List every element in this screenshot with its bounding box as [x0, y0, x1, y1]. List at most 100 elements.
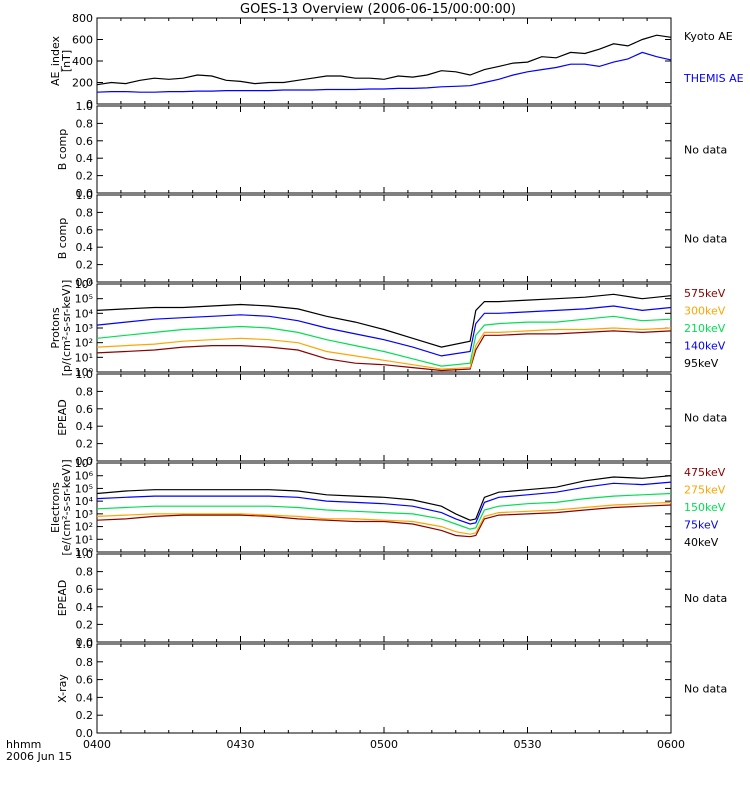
panel-bcomp1: 0.0 0.2 0.4 0.6 0.8 1.0 B comp No data — [56, 100, 727, 200]
series-line-kyoto-ae — [96, 34, 672, 86]
panel-bcomp2: 0.0 0.2 0.4 0.6 0.8 1.0 B comp No data — [56, 189, 727, 289]
y-tick-label: 0.4 — [76, 601, 94, 614]
no-data-label: No data — [684, 233, 727, 246]
y-tick-label: 0.2 — [76, 709, 94, 722]
y-tick-label: 0.8 — [76, 385, 94, 398]
y-axis-label: EPEAD — [56, 399, 69, 436]
series-line-40kev — [96, 475, 672, 521]
x-tick-label: 0430 — [227, 738, 255, 751]
y-tick-label: 0.2 — [76, 259, 94, 272]
y-tick-label: 10² — [75, 521, 93, 534]
series-line-95kev — [96, 293, 672, 348]
y-tick-label: 10⁰ — [75, 546, 94, 559]
y-tick-label: 10⁵ — [75, 482, 93, 495]
y-tick-label: 0.6 — [76, 135, 94, 148]
x-tick-label: 0530 — [514, 738, 542, 751]
y-tick-label: 0.2 — [76, 438, 94, 451]
series-line-275kev — [96, 501, 672, 535]
y-tick-label: 10⁴ — [75, 307, 94, 320]
y-axis-label: [p/(cm²-s-sr-keV)] — [60, 280, 73, 377]
x-axis-label-hhmm: hhmm — [6, 738, 41, 751]
y-tick-label: 10³ — [75, 322, 93, 335]
series-line-themis-ae — [96, 51, 672, 93]
panel-epead1: 0.0 0.2 0.4 0.6 0.8 1.0 EPEAD No data — [56, 368, 727, 468]
no-data-label: No data — [684, 144, 727, 157]
legend-label: Kyoto AE — [684, 30, 733, 43]
y-axis-label: B comp — [56, 218, 69, 260]
y-tick-label: 0.0 — [76, 636, 94, 649]
legend-label: 75keV — [684, 519, 719, 532]
y-axis-label: Protons — [49, 307, 62, 348]
no-data-label: No data — [684, 412, 727, 425]
panel-frame — [96, 373, 672, 462]
y-tick-label: 0.8 — [76, 656, 94, 669]
legend-label: 275keV — [684, 484, 726, 497]
y-tick-label: 10⁰ — [75, 366, 94, 379]
y-tick-label: 1.0 — [76, 368, 94, 381]
series-line-140kev — [96, 305, 672, 357]
y-tick-label: 0.0 — [76, 455, 94, 468]
y-tick-label: 0.6 — [76, 224, 94, 237]
figure-title: GOES-13 Overview (2006-06-15/00:00:00) — [240, 2, 516, 17]
y-tick-label: 0.8 — [76, 206, 94, 219]
y-tick-label: 0.0 — [76, 276, 94, 289]
y-tick-label: 0.6 — [76, 403, 94, 416]
panel-frame — [96, 643, 672, 734]
y-tick-label: 10⁶ — [75, 278, 94, 291]
y-axis-label: AE_index — [49, 35, 62, 86]
y-axis-label: [e/(cm²-s-sr-keV)] — [60, 459, 73, 555]
panel-frame — [96, 194, 672, 283]
y-tick-label: 400 — [72, 55, 93, 68]
y-tick-label: 10⁶ — [75, 470, 94, 483]
panel-frame — [96, 105, 672, 194]
legend-label: 575keV — [684, 287, 726, 300]
series-line-300kev — [96, 327, 672, 370]
series-line-475kev — [96, 504, 672, 538]
y-tick-label: 0.8 — [76, 117, 94, 130]
legend-label: 475keV — [684, 466, 726, 479]
y-axis-label: EPEAD — [56, 580, 69, 617]
y-tick-label: 10³ — [75, 508, 93, 521]
series-line-150kev — [96, 492, 672, 530]
y-tick-label: 0.0 — [76, 187, 94, 200]
y-tick-label: 1.0 — [76, 638, 94, 651]
legend-label: 40keV — [684, 536, 719, 549]
panel-frame — [96, 553, 672, 643]
y-tick-label: 10⁷ — [75, 457, 93, 470]
x-tick-label: 0400 — [83, 738, 111, 751]
y-tick-label: 1.0 — [76, 100, 94, 113]
legend-label: 140keV — [684, 340, 726, 353]
series-line-75kev — [96, 481, 672, 525]
y-tick-label: 600 — [72, 34, 93, 47]
y-tick-label: 0.6 — [76, 583, 94, 596]
y-tick-label: 0.2 — [76, 170, 94, 183]
y-tick-label: 0.4 — [76, 152, 94, 165]
y-tick-label: 1.0 — [76, 189, 94, 202]
panel-epead2: 0.0 0.2 0.4 0.6 0.8 1.0 EPEAD No data — [56, 548, 727, 649]
y-tick-label: 800 — [72, 12, 93, 25]
panel-ae: 0 200 400 600 800 AE_index[nT] Kyoto AE THEMIS … — [49, 12, 744, 111]
y-tick-label: 10⁵ — [75, 293, 93, 306]
y-tick-label: 10² — [75, 337, 93, 350]
series-line-575kev — [96, 330, 672, 372]
x-axis-label-date: 2006 Jun 15 — [6, 750, 72, 763]
y-axis-label: X-ray — [56, 674, 69, 703]
legend-label: 150keV — [684, 501, 726, 514]
y-tick-label: 0.4 — [76, 691, 94, 704]
legend-label: 95keV — [684, 357, 719, 370]
y-axis-label: [nT] — [60, 50, 73, 72]
panels-group: 0 200 400 600 800 AE_index[nT] Kyoto AE THEMIS … — [49, 12, 744, 740]
y-tick-label: 10¹ — [75, 351, 93, 364]
y-axis-label: B comp — [56, 129, 69, 171]
legend-label: 210keV — [684, 322, 726, 335]
x-tick-label: 0600 — [657, 738, 685, 751]
x-tick-label: 0500 — [370, 738, 398, 751]
y-tick-label: 0 — [86, 98, 93, 111]
y-tick-label: 0.8 — [76, 566, 94, 579]
y-tick-label: 10¹ — [75, 533, 93, 546]
no-data-label: No data — [684, 592, 727, 605]
y-tick-label: 10⁴ — [75, 495, 94, 508]
legend-label: 300keV — [684, 305, 726, 318]
